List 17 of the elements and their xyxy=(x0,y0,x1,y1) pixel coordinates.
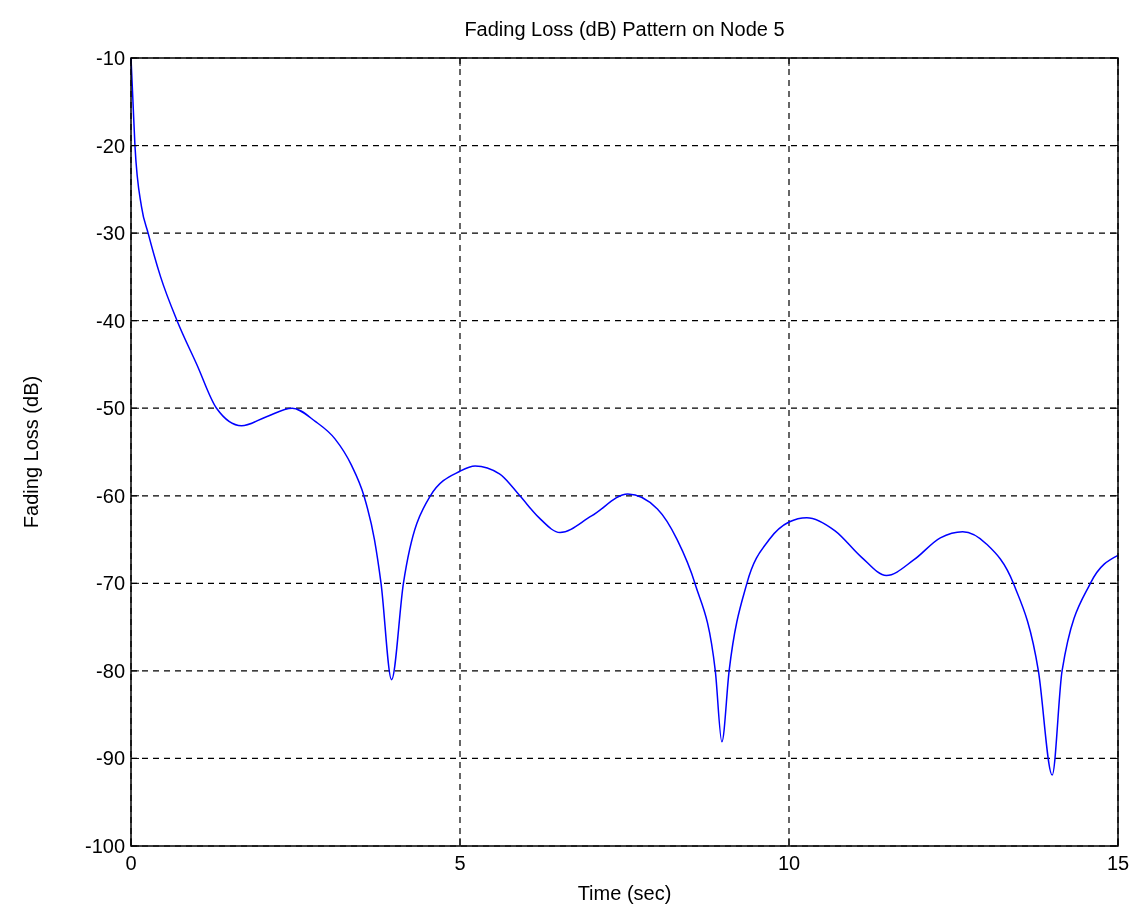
y-tick-label: -50 xyxy=(96,397,125,420)
x-tick-label: 5 xyxy=(454,852,466,874)
y-tick-label: -30 xyxy=(96,222,125,245)
y-tick-label: -20 xyxy=(96,134,125,157)
x-tick-label: 0 xyxy=(125,852,137,874)
y-axis-title: Fading Loss (dB) xyxy=(20,375,42,529)
y-tick-label: -80 xyxy=(96,659,125,682)
chart-title: Fading Loss (dB) Pattern on Node 5 xyxy=(464,18,785,40)
y-tick-label: -60 xyxy=(96,484,125,507)
y-tick-label: -70 xyxy=(96,572,125,595)
y-tick-label: -100 xyxy=(84,835,125,857)
y-tick-label: -90 xyxy=(96,747,125,770)
x-axis-title: Time (sec) xyxy=(577,882,672,904)
x-tick-label: 15 xyxy=(1106,852,1130,874)
y-tick-label: -40 xyxy=(96,309,125,332)
x-tick-label: 10 xyxy=(777,852,801,874)
y-tick-label: -10 xyxy=(96,47,125,69)
